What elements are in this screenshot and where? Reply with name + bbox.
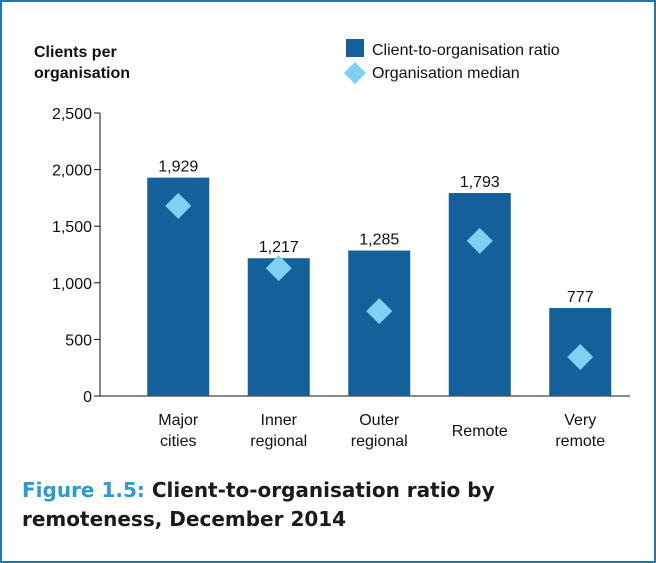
- x-tick-label: Major cities: [158, 412, 199, 450]
- y-tick-label: 1,000: [52, 276, 92, 293]
- legend-label: Client-to-organisation ratio: [372, 42, 560, 59]
- x-tick-label: Remote: [452, 423, 508, 440]
- median-marker: [265, 255, 292, 282]
- value-label: 1,217: [259, 239, 299, 256]
- median-marker: [165, 192, 192, 219]
- caption: Figure 1.5: Client-to-organisation ratio…: [22, 476, 542, 534]
- y-axis-title: Clients per: [34, 44, 117, 61]
- bar: [448, 193, 511, 396]
- y-tick-label: 0: [83, 389, 92, 406]
- x-tick-label: Inner regional: [250, 412, 307, 450]
- median-marker: [366, 298, 393, 325]
- legend-swatch: [344, 62, 366, 84]
- x-tick-label: Very remote: [555, 412, 605, 450]
- median-marker: [567, 343, 594, 370]
- y-axis-title: organisation: [34, 65, 130, 82]
- median-marker: [466, 227, 493, 254]
- y-tick-label: 2,000: [52, 163, 92, 180]
- value-label: 1,929: [158, 159, 198, 176]
- value-label: 777: [567, 289, 594, 306]
- value-label: 1,285: [359, 232, 399, 249]
- figure-label: Figure 1.5:: [22, 478, 145, 502]
- x-tick-label: Outer regional: [351, 412, 408, 450]
- y-tick-label: 2,500: [52, 106, 92, 123]
- y-tick-label: 500: [65, 332, 92, 349]
- legend-swatch: [346, 39, 364, 57]
- bar: [247, 258, 310, 396]
- y-tick-label: 1,500: [52, 219, 92, 236]
- value-label: 1,793: [460, 174, 500, 191]
- chart-title: Client-to-organisation ratio by remotene…: [22, 478, 495, 531]
- legend-label: Organisation median: [372, 65, 520, 82]
